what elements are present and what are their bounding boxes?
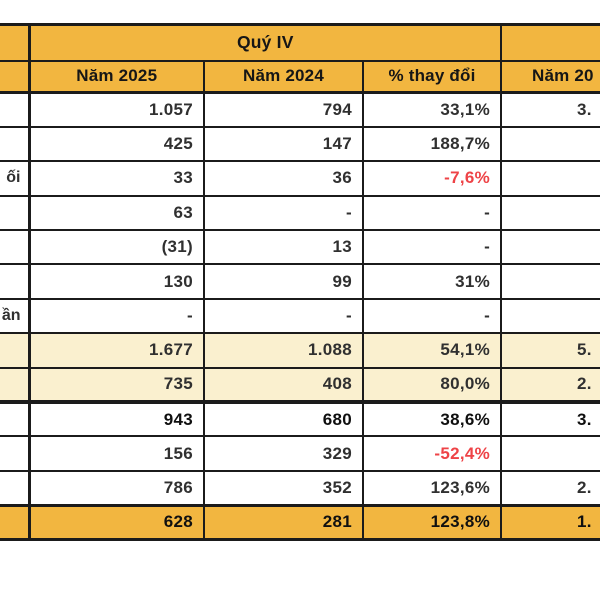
value-2024-cell: 281 [203, 503, 364, 542]
table-row: 1.057 794 33,1% 3. [0, 91, 600, 128]
next-col-cell [500, 229, 600, 266]
pct-change-cell: -7,6% [361, 160, 503, 197]
pct-change-cell: 123,6% [361, 469, 503, 507]
next-col-cell: 2. [500, 469, 600, 507]
value-2025-cell: 130 [28, 263, 205, 300]
row-label-cell: ối [0, 160, 31, 197]
next-col-cell: 5. [500, 332, 600, 369]
row-label-cell [0, 263, 31, 300]
row-label-cell [0, 435, 31, 472]
year-2024-header: Năm 2024 [203, 59, 364, 94]
row-label-cell [0, 469, 31, 507]
pct-change-header: % thay đổi [361, 59, 503, 94]
table-row: ần - - - [0, 297, 600, 335]
row-label-cell [0, 194, 31, 232]
value-2024-cell: 352 [203, 469, 364, 507]
table-row: 130 99 31% [0, 263, 600, 300]
value-2024-cell: 680 [203, 399, 364, 438]
next-col-cell: 1. [500, 503, 600, 542]
pct-change-cell: 31% [361, 263, 503, 300]
value-2025-cell: 156 [28, 435, 205, 472]
pct-change-cell: 54,1% [361, 332, 503, 369]
value-2025-cell: 735 [28, 366, 205, 404]
table-row: 156 329 -52,4% [0, 435, 600, 472]
table-row: 425 147 188,7% [0, 125, 600, 163]
table-row: 735 408 80,0% 2. [0, 366, 600, 404]
corner-cell [0, 23, 31, 62]
value-2024-cell: 147 [203, 125, 364, 163]
pct-change-cell: -52,4% [361, 435, 503, 472]
pct-change-cell: 33,1% [361, 91, 503, 128]
table-row: 628 281 123,8% 1. [0, 503, 600, 542]
value-2025-cell: - [28, 297, 205, 335]
value-2024-cell: - [203, 194, 364, 232]
row-label-cell [0, 125, 31, 163]
value-2025-cell: 786 [28, 469, 205, 507]
table-row: 1.677 1.088 54,1% 5. [0, 332, 600, 369]
row-label-cell [0, 399, 31, 438]
next-col-cell [500, 194, 600, 232]
table-body: 1.057 794 33,1% 3. 425 147 188,7% ối 33 … [0, 91, 600, 542]
row-label-cell [0, 332, 31, 369]
row-label-cell [0, 503, 31, 542]
pct-change-cell: 80,0% [361, 366, 503, 404]
value-2025-cell: 425 [28, 125, 205, 163]
value-2024-cell: 794 [203, 91, 364, 128]
pct-change-cell: - [361, 297, 503, 335]
table-row: (31) 13 - [0, 229, 600, 266]
next-col-cell: 3. [500, 91, 600, 128]
row-label-cell [0, 91, 31, 128]
next-col-cell: 3. [500, 399, 600, 438]
pct-change-cell: 188,7% [361, 125, 503, 163]
value-2024-cell: - [203, 297, 364, 335]
value-2024-cell: 1.088 [203, 332, 364, 369]
next-group-header-cell [500, 23, 600, 62]
value-2025-cell: 1.057 [28, 91, 205, 128]
next-col-cell [500, 297, 600, 335]
next-col-cell [500, 263, 600, 300]
next-col-cell [500, 160, 600, 197]
pct-change-cell: 38,6% [361, 399, 503, 438]
quarter-group-header: Quý IV [27, 23, 503, 62]
value-2025-cell: 628 [28, 503, 205, 542]
value-2025-cell: (31) [28, 229, 205, 266]
next-col-cell [500, 435, 600, 472]
value-2024-cell: 329 [203, 435, 364, 472]
next-col-cell: 2. [500, 366, 600, 404]
value-2025-cell: 33 [28, 160, 205, 197]
value-2024-cell: 99 [203, 263, 364, 300]
value-2024-cell: 13 [203, 229, 364, 266]
quarterly-results-table: Quý IV Năm 2025 Năm 2024 % thay đổi Năm … [0, 23, 600, 542]
next-col-cell [500, 125, 600, 163]
header-columns-row: Năm 2025 Năm 2024 % thay đổi Năm 20 [0, 59, 600, 94]
value-2024-cell: 36 [203, 160, 364, 197]
header-group-row: Quý IV [0, 23, 600, 62]
value-2024-cell: 408 [203, 366, 364, 404]
value-2025-cell: 943 [28, 399, 205, 438]
pct-change-cell: - [361, 194, 503, 232]
table-row: 786 352 123,6% 2. [0, 469, 600, 507]
table-row: ối 33 36 -7,6% [0, 160, 600, 197]
pct-change-cell: 123,8% [361, 503, 503, 542]
year-2025-header: Năm 2025 [28, 59, 205, 94]
table-row: 943 680 38,6% 3. [0, 399, 600, 438]
pct-change-cell: - [361, 229, 503, 266]
row-label-cell: ần [0, 297, 31, 335]
value-2025-cell: 1.677 [28, 332, 205, 369]
row-label-cell [0, 229, 31, 266]
row-label-cell [0, 366, 31, 404]
corner-cell-2 [0, 59, 31, 94]
value-2025-cell: 63 [28, 194, 205, 232]
next-year-header: Năm 20 [500, 59, 600, 94]
table-row: 63 - - [0, 194, 600, 232]
